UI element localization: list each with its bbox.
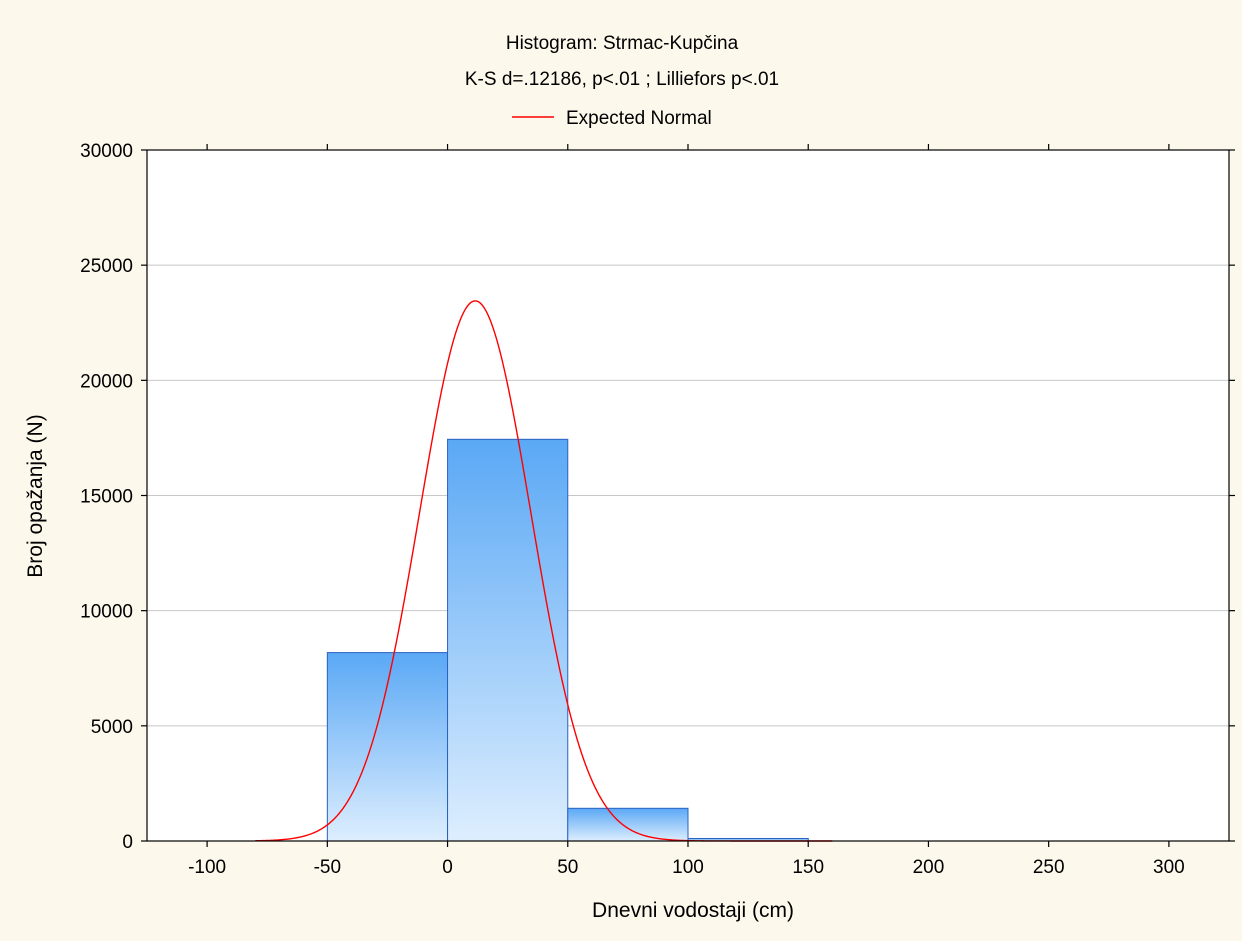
x-axis: -100 -50 0 50 100 150 200 250 300: [188, 144, 1185, 878]
x-axis-label: Dnevni vodostaji (cm): [592, 899, 794, 922]
x-tick-label-50: 50: [557, 857, 578, 878]
histogram-bar-0-50: [447, 438, 569, 842]
x-tick-label--100: -100: [188, 857, 226, 878]
x-tick-label-0: 0: [442, 857, 453, 878]
histogram-bar--50-0: [326, 652, 449, 842]
x-tick-label-250: 250: [1033, 857, 1065, 878]
histogram-bars: [326, 438, 809, 842]
x-tick-label-300: 300: [1153, 857, 1185, 878]
legend-label-expected-normal: Expected Normal: [566, 108, 712, 129]
y-tick-label-25000: 25000: [80, 256, 133, 277]
x-tick-label-200: 200: [913, 857, 945, 878]
x-tick-label-100: 100: [672, 857, 704, 878]
x-tick-label--50: -50: [314, 857, 341, 878]
chart-title: Histogram: Strmac-Kupčina: [506, 33, 739, 54]
y-tick-label-15000: 15000: [80, 487, 133, 508]
y-tick-label-10000: 10000: [80, 602, 133, 623]
x-tick-label-150: 150: [792, 857, 824, 878]
legend: Expected Normal: [512, 108, 712, 129]
y-axis-label: Broj opažanja (N): [24, 414, 47, 577]
y-tick-label-20000: 20000: [80, 371, 133, 392]
y-tick-label-0: 0: [122, 832, 133, 853]
y-axis: 0 5000 10000 15000 20000 25000 30000: [80, 141, 1235, 853]
y-tick-label-30000: 30000: [80, 141, 133, 162]
histogram-bar-50-100: [567, 807, 689, 842]
chart-subtitle: K-S d=.12186, p<.01 ; Lilliefors p<.01: [465, 69, 779, 90]
y-tick-label-5000: 5000: [91, 717, 133, 738]
